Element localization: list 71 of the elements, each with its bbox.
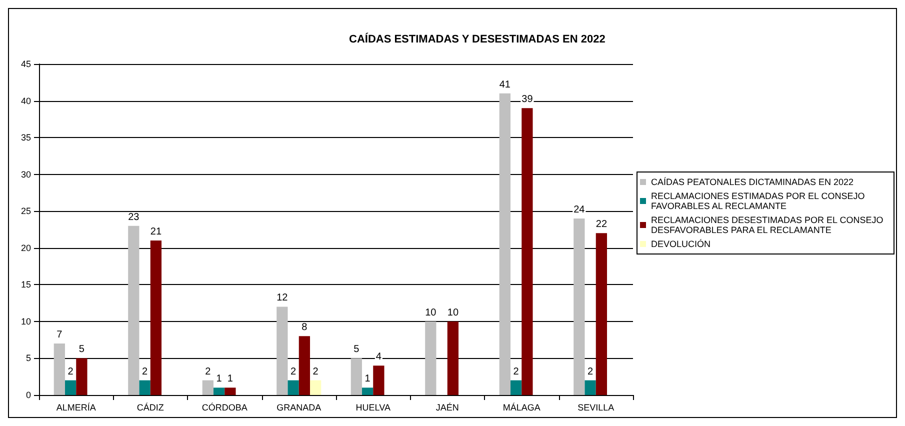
bar xyxy=(499,93,510,395)
bar xyxy=(224,388,236,395)
bar xyxy=(574,218,585,395)
data-label: 1 xyxy=(216,374,222,385)
chart-title: CAÍDAS ESTIMADAS Y DESESTIMADAS EN 2022 xyxy=(349,32,606,46)
x-tick-label: CÓRDOBA xyxy=(202,402,248,412)
data-label: 2 xyxy=(513,366,520,378)
bar xyxy=(288,380,299,395)
bar xyxy=(596,233,608,395)
bar xyxy=(64,380,76,395)
x-tick-label: SEVILLA xyxy=(578,402,614,412)
bar xyxy=(310,380,322,395)
data-label: 2 xyxy=(588,366,594,378)
legend-label: RECLAMACIONES ESTIMADAS POR EL CONSEJO FAVORABLES AL RECLAMANTE xyxy=(651,191,868,211)
data-label: 23 xyxy=(128,212,140,223)
bar xyxy=(584,380,596,395)
bar xyxy=(510,380,522,395)
y-tick-label: 5 xyxy=(26,353,31,364)
y-tick-label: 0 xyxy=(26,390,31,400)
data-label: 2 xyxy=(290,366,297,378)
data-label: 1 xyxy=(364,374,371,385)
data-label: 2 xyxy=(142,366,148,378)
y-tick-label: 15 xyxy=(20,280,31,290)
data-label: 5 xyxy=(78,344,85,356)
data-label: 2 xyxy=(312,366,319,378)
y-tick-label: 25 xyxy=(20,206,31,216)
x-tick-label: CÁDIZ xyxy=(136,402,164,412)
data-label: 39 xyxy=(522,94,534,106)
data-label: 5 xyxy=(354,344,360,356)
x-tick-label: ALMERÍA xyxy=(56,402,96,412)
data-label: 10 xyxy=(447,307,459,318)
y-tick-label: 45 xyxy=(20,59,31,69)
data-label: 10 xyxy=(425,307,437,318)
y-tick-label: 30 xyxy=(20,169,31,180)
data-label: 21 xyxy=(150,226,162,238)
data-label: 7 xyxy=(56,330,63,341)
data-label: 2 xyxy=(68,366,74,378)
x-tick-label: JAÉN xyxy=(436,402,459,412)
bar xyxy=(139,380,150,395)
data-label: 24 xyxy=(574,204,586,216)
bar xyxy=(76,358,88,395)
y-tick-label: 10 xyxy=(20,316,31,326)
legend-label: CAÍDAS PEATONALES DICTAMINADAS EN 2022 xyxy=(651,177,854,187)
x-tick-label: MÁLAGA xyxy=(502,402,540,412)
data-label: 4 xyxy=(376,352,382,363)
data-label: 2 xyxy=(205,366,212,378)
y-tick-label: 35 xyxy=(20,132,31,143)
bar xyxy=(150,240,162,395)
legend-label: RECLAMACIONES DESESTIMADAS POR EL CONSEJO DESFAVORABLES PARA EL RECLAMANTE xyxy=(651,215,886,235)
data-label: 22 xyxy=(596,219,608,230)
bar xyxy=(362,388,374,395)
data-label: 1 xyxy=(227,374,234,385)
legend-label: DEVOLUCIÓN xyxy=(651,239,711,249)
bar xyxy=(128,226,140,395)
bar xyxy=(276,306,288,395)
bar xyxy=(298,336,310,395)
bar xyxy=(522,108,533,395)
x-tick-label: HUELVA xyxy=(356,402,390,412)
data-label: 8 xyxy=(302,322,308,334)
bar xyxy=(425,321,436,395)
y-tick-label: 40 xyxy=(20,96,31,106)
data-label: 41 xyxy=(499,79,511,90)
bar xyxy=(350,358,362,395)
x-tick-label: GRANADA xyxy=(276,402,322,412)
bar xyxy=(202,380,214,395)
bar xyxy=(213,388,225,395)
y-tick-label: 20 xyxy=(20,242,31,253)
bar xyxy=(54,344,65,395)
bar xyxy=(373,366,384,395)
bar xyxy=(447,321,459,395)
data-label: 12 xyxy=(276,292,288,304)
